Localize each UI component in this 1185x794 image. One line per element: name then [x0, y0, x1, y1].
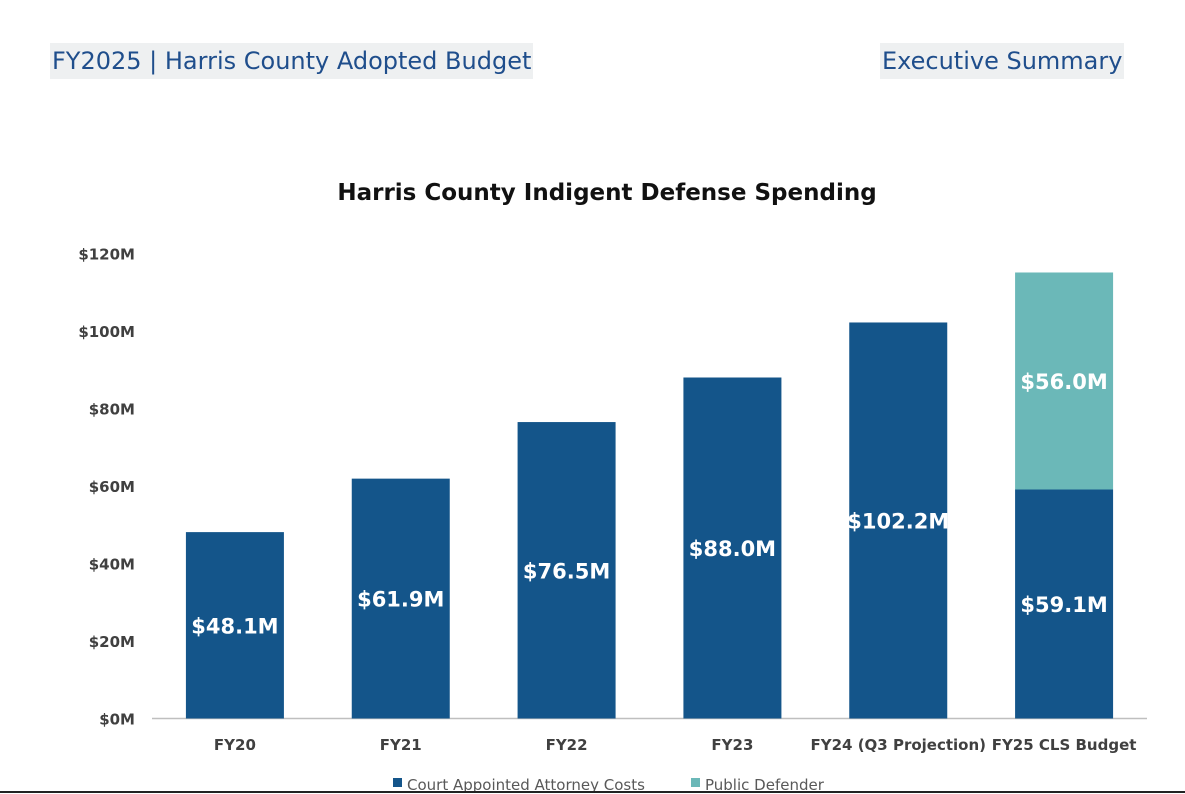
- bar-public-defender: [1015, 272, 1114, 490]
- legend-swatch: [691, 778, 700, 787]
- y-axis: $0M $20M $40M $60M $80M $100M $120M: [78, 246, 1147, 729]
- data-label: $76.5M: [523, 559, 610, 583]
- y-tick-label: $20M: [89, 633, 135, 651]
- data-label: $48.1M: [191, 614, 278, 638]
- bar-court-appointed: [517, 422, 616, 719]
- page-bottom-rule: [0, 791, 1185, 793]
- data-label: $88.0M: [689, 537, 776, 561]
- bar-court-appointed: [849, 322, 948, 719]
- header-section-label: Executive Summary: [880, 43, 1125, 79]
- x-tick-label: FY23: [711, 736, 753, 754]
- x-tick-label: FY21: [380, 736, 422, 754]
- data-label: $102.2M: [847, 509, 949, 533]
- y-tick-label: $0M: [99, 711, 135, 729]
- bar-court-appointed: [1015, 489, 1114, 719]
- x-tick-label: FY25 CLS Budget: [992, 736, 1137, 754]
- data-label: $61.9M: [357, 588, 444, 612]
- bar-court-appointed: [683, 377, 782, 719]
- data-label: $56.0M: [1020, 370, 1107, 394]
- y-tick-label: $100M: [78, 323, 135, 341]
- y-tick-label: $40M: [89, 556, 135, 574]
- y-tick-label: $80M: [89, 401, 135, 419]
- x-axis: FY20 FY21 FY22 FY23 FY24 (Q3 Projection) FY25…: [214, 736, 1137, 754]
- x-tick-label: FY24 (Q3 Projection): [810, 736, 986, 754]
- y-tick-label: $120M: [78, 246, 135, 264]
- bar-court-appointed: [351, 478, 450, 719]
- legend-label: Public Defender: [705, 776, 825, 794]
- y-tick-label: $60M: [89, 478, 135, 496]
- legend-label: Court Appointed Attorney Costs: [407, 776, 645, 794]
- x-tick-label: FY22: [546, 736, 588, 754]
- x-tick-label: FY20: [214, 736, 256, 754]
- bars: $48.1M $61.9M $76.5M $88.0M $102.2M $59.1M $56…: [185, 272, 1114, 719]
- legend-swatch: [393, 778, 402, 787]
- header-title: FY2025 | Harris County Adopted Budget: [50, 43, 534, 79]
- chart-title: Harris County Indigent Defense Spending: [337, 180, 876, 206]
- legend: Court Appointed Attorney Costs Public Def…: [393, 776, 825, 794]
- data-label: $59.1M: [1020, 593, 1107, 617]
- bar-court-appointed: [185, 532, 284, 719]
